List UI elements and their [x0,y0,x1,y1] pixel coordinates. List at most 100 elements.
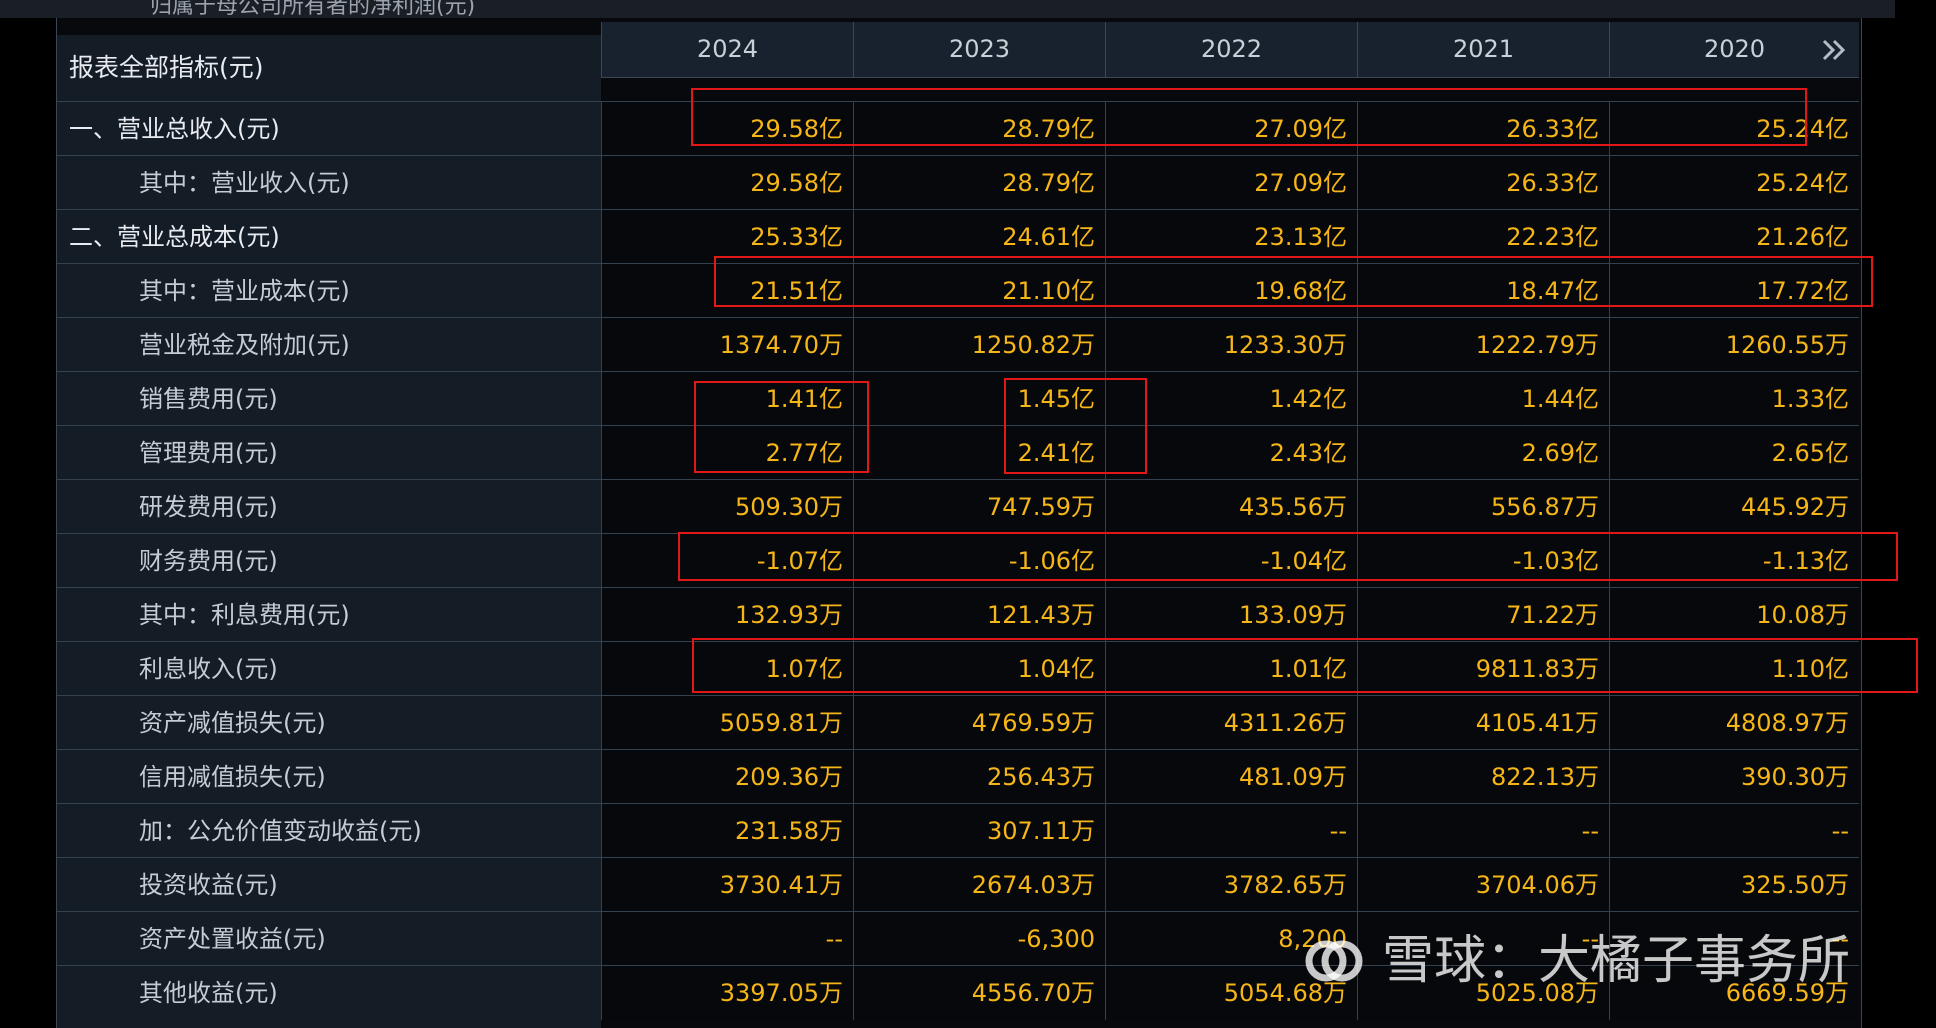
table-row: 其中：利息费用(元) 132.93万 121.43万 133.09万 71.22万 10.… [57,587,1859,642]
value-cell-2021: 556.87万 [1357,480,1609,534]
value-cell-2023: 21.10亿 [853,264,1105,318]
row-label: 加：公允价值变动收益(元) [139,817,422,845]
value-cell-2023: -1.06亿 [853,534,1105,588]
table-row: 信用减值损失(元) 209.36万 256.43万 481.09万 822.13万 390… [57,749,1859,804]
year-header-2023[interactable]: 2023 [853,22,1105,77]
row-label: 信用减值损失(元) [139,763,326,791]
row-label: 投资收益(元) [139,871,278,899]
value-cell-2023: 28.79亿 [853,102,1105,156]
table-row: 其中：营业收入(元) 29.58亿 28.79亿 27.09亿 26.33亿 25.24亿 [57,155,1859,210]
value-cell-2021: 1222.79万 [1357,318,1609,372]
value-cell-2022: 23.13亿 [1105,210,1357,264]
value-cell-2023: -6,300 [853,912,1105,966]
value-cell-2020: 21.26亿 [1609,210,1859,264]
value-cell-2024: 1374.70万 [601,318,853,372]
table-row: 其他收益(元) 3397.05万 4556.70万 5054.68万 5025.08万 6… [57,965,1859,1020]
row-label: 营业税金及附加(元) [139,331,350,359]
value-cell-2020: 25.24亿 [1609,156,1859,210]
value-cell-2024: 25.33亿 [601,210,853,264]
row-label: 二、营业总成本(元) [69,223,280,251]
row-label: 资产处置收益(元) [139,925,326,953]
year-header-2022[interactable]: 2022 [1105,22,1357,77]
watermark-brand: 雪球 [1382,931,1487,991]
value-cell-2020: -1.13亿 [1609,534,1859,588]
value-cell-2021: 26.33亿 [1357,102,1609,156]
value-cell-2023: 2674.03万 [853,858,1105,912]
value-cell-2022: 19.68亿 [1105,264,1357,318]
chevron-right-icon[interactable] [1821,22,1847,77]
value-cell-2022: 5054.68万 [1105,966,1357,1020]
year-header-2024[interactable]: 2024 [601,22,853,77]
value-cell-2024: 29.58亿 [601,156,853,210]
value-cell-2022: -- [1105,804,1357,858]
value-cell-2022: 3782.65万 [1105,858,1357,912]
table-row: 加：公允价值变动收益(元) 231.58万 307.11万 -- -- -- [57,803,1859,858]
value-cell-2024: 509.30万 [601,480,853,534]
value-cell-2023: 24.61亿 [853,210,1105,264]
watermark-author: 大橘子事务所 [1538,931,1851,991]
table-row: 营业税金及附加(元) 1374.70万 1250.82万 1233.30万 1222.7… [57,317,1859,372]
value-cell-2020: 2.65亿 [1609,426,1859,480]
value-cell-2024: 3397.05万 [601,966,853,1020]
table-row: 资产处置收益(元) -- -6,300 8,200 -- -- [57,911,1859,966]
value-cell-2024: -- [601,912,853,966]
table-row: 研发费用(元) 509.30万 747.59万 435.56万 556.87万 445.9… [57,479,1859,534]
row-label: 其中：利息费用(元) [139,601,350,629]
value-cell-2022: 481.09万 [1105,750,1357,804]
value-cell-2020: -- [1609,912,1859,966]
table-row: 一、营业总收入(元) 29.58亿 28.79亿 27.09亿 26.33亿 25.24亿 [57,101,1859,156]
value-cell-2024: 209.36万 [601,750,853,804]
value-cell-2021: 26.33亿 [1357,156,1609,210]
value-cell-2022: 435.56万 [1105,480,1357,534]
watermark: 雪球：大橘子事务所 [1302,926,1850,996]
value-cell-2023: 1.04亿 [853,642,1105,696]
row-label: 财务费用(元) [139,547,278,575]
value-cell-2020: 1.33亿 [1609,372,1859,426]
clipped-header-text: 归属于母公司所有者的净利润(元) [150,0,476,19]
value-cell-2021: 1.44亿 [1357,372,1609,426]
value-cell-2021: 9811.83万 [1357,642,1609,696]
row-label: 其中：营业成本(元) [139,277,350,305]
year-header-2021[interactable]: 2021 [1357,22,1609,77]
value-cell-2021: 71.22万 [1357,588,1609,642]
year-header-row: 2024 2023 2022 2021 2020 [601,22,1859,78]
value-cell-2020: 4808.97万 [1609,696,1859,750]
value-cell-2023: 747.59万 [853,480,1105,534]
value-cell-2024: -1.07亿 [601,534,853,588]
value-cell-2024: 21.51亿 [601,264,853,318]
value-cell-2020: 325.50万 [1609,858,1859,912]
table-row: 投资收益(元) 3730.41万 2674.03万 3782.65万 3704.06万 3… [57,857,1859,912]
value-cell-2024: 1.41亿 [601,372,853,426]
value-cell-2020: -- [1609,804,1859,858]
row-label: 一、营业总收入(元) [69,115,280,143]
value-cell-2020: 1260.55万 [1609,318,1859,372]
row-label: 其他收益(元) [139,979,278,1007]
value-cell-2021: 822.13万 [1357,750,1609,804]
value-cell-2022: 133.09万 [1105,588,1357,642]
value-cell-2023: 121.43万 [853,588,1105,642]
value-cell-2020: 6669.59万 [1609,966,1859,1020]
value-cell-2021: 18.47亿 [1357,264,1609,318]
table-row: 其中：营业成本(元) 21.51亿 21.10亿 19.68亿 18.47亿 17.72亿 [57,263,1859,318]
value-cell-2023: 1.45亿 [853,372,1105,426]
value-cell-2022: 27.09亿 [1105,102,1357,156]
value-cell-2020: 17.72亿 [1609,264,1859,318]
value-cell-2022: 4311.26万 [1105,696,1357,750]
year-header-2020[interactable]: 2020 [1609,22,1859,77]
value-cell-2020: 10.08万 [1609,588,1859,642]
table-row: 二、营业总成本(元) 25.33亿 24.61亿 23.13亿 22.23亿 21.26亿 [57,209,1859,264]
table-row: 销售费用(元) 1.41亿 1.45亿 1.42亿 1.44亿 1.33亿 [57,371,1859,426]
row-label: 其中：营业收入(元) [139,169,350,197]
value-cell-2021: 22.23亿 [1357,210,1609,264]
value-cell-2024: 3730.41万 [601,858,853,912]
value-cell-2024: 132.93万 [601,588,853,642]
value-cell-2022: -1.04亿 [1105,534,1357,588]
value-cell-2021: -- [1357,912,1609,966]
table-row: 财务费用(元) -1.07亿 -1.06亿 -1.04亿 -1.03亿 -1.13亿 [57,533,1859,588]
value-cell-2022: 1.01亿 [1105,642,1357,696]
value-cell-2023: 28.79亿 [853,156,1105,210]
value-cell-2020: 445.92万 [1609,480,1859,534]
row-label: 资产减值损失(元) [139,709,326,737]
row-label: 利息收入(元) [139,655,278,683]
value-cell-2022: 27.09亿 [1105,156,1357,210]
